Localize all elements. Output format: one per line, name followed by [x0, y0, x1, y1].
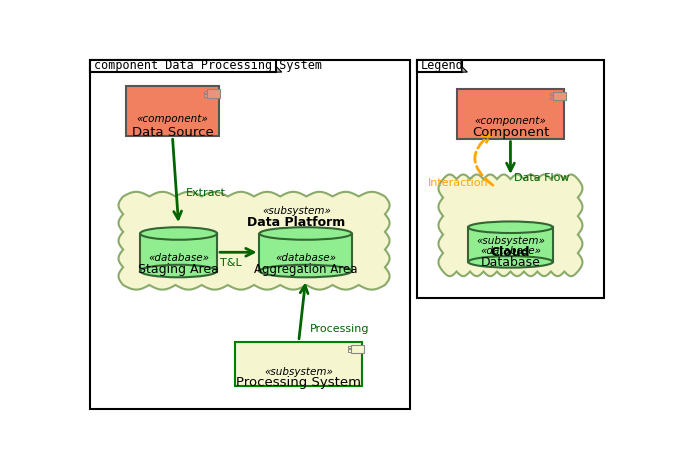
- Text: Data Platform: Data Platform: [247, 216, 345, 229]
- FancyBboxPatch shape: [347, 346, 351, 348]
- Text: Data Source: Data Source: [132, 126, 214, 139]
- Text: T&L: T&L: [220, 258, 242, 268]
- FancyBboxPatch shape: [90, 60, 276, 72]
- Text: «subsystem»: «subsystem»: [264, 367, 333, 377]
- Text: «database»: «database»: [480, 246, 541, 256]
- FancyBboxPatch shape: [126, 86, 218, 137]
- Text: «subsystem»: «subsystem»: [476, 236, 545, 246]
- Text: Data Flow: Data Flow: [514, 172, 570, 183]
- FancyBboxPatch shape: [347, 350, 351, 352]
- Ellipse shape: [140, 265, 217, 277]
- Text: Aggregation Area: Aggregation Area: [254, 263, 358, 276]
- FancyBboxPatch shape: [204, 91, 208, 93]
- FancyBboxPatch shape: [417, 60, 462, 72]
- FancyBboxPatch shape: [208, 89, 220, 98]
- Ellipse shape: [260, 227, 352, 240]
- Text: Legend: Legend: [421, 60, 464, 72]
- Text: Cloud: Cloud: [491, 246, 530, 259]
- Text: «component»: «component»: [475, 116, 546, 126]
- Text: Processing System: Processing System: [236, 376, 361, 389]
- Text: «subsystem»: «subsystem»: [262, 206, 331, 217]
- Text: Processing: Processing: [310, 324, 369, 334]
- Polygon shape: [462, 67, 467, 72]
- Ellipse shape: [260, 265, 352, 277]
- FancyBboxPatch shape: [204, 94, 208, 96]
- FancyBboxPatch shape: [417, 60, 604, 298]
- FancyBboxPatch shape: [140, 233, 217, 271]
- FancyBboxPatch shape: [90, 60, 410, 409]
- Text: Staging Area: Staging Area: [138, 263, 219, 276]
- FancyBboxPatch shape: [456, 89, 564, 139]
- Ellipse shape: [468, 221, 553, 233]
- FancyBboxPatch shape: [550, 93, 553, 96]
- Text: Database: Database: [481, 256, 540, 269]
- Text: «database»: «database»: [148, 254, 209, 263]
- Text: Interaction: Interaction: [428, 178, 489, 188]
- Text: «component»: «component»: [137, 114, 208, 124]
- Text: «database»: «database»: [275, 254, 336, 263]
- FancyBboxPatch shape: [553, 92, 566, 100]
- FancyBboxPatch shape: [235, 342, 362, 386]
- Text: Component: Component: [472, 126, 549, 139]
- FancyBboxPatch shape: [351, 345, 364, 353]
- Text: Extract: Extract: [187, 188, 226, 198]
- Polygon shape: [276, 67, 282, 72]
- Ellipse shape: [140, 227, 217, 240]
- PathPatch shape: [439, 174, 583, 276]
- PathPatch shape: [118, 192, 389, 289]
- FancyBboxPatch shape: [260, 233, 352, 271]
- FancyBboxPatch shape: [468, 227, 553, 262]
- Ellipse shape: [468, 256, 553, 267]
- FancyBboxPatch shape: [550, 96, 553, 99]
- Text: component Data Processing System: component Data Processing System: [94, 60, 322, 72]
